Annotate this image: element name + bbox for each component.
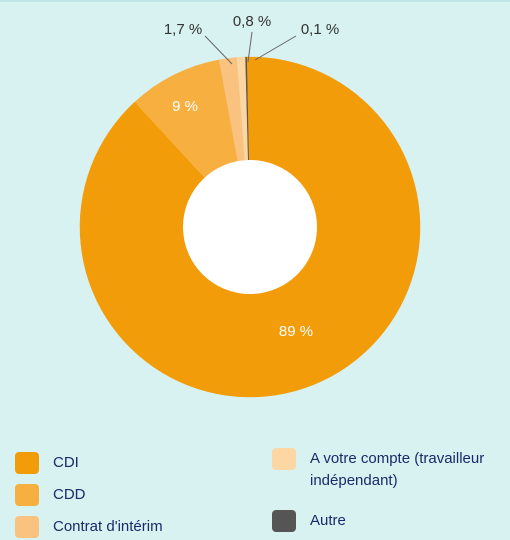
legend-item: Autre (272, 510, 490, 532)
chart: 89 % 9 % 1,7 % 0,8 % 0,1 % (79, 13, 421, 398)
data-label: 9 % (172, 98, 198, 115)
leader-line (204, 35, 233, 65)
legend-item: CDI (15, 452, 233, 474)
legend-swatch (15, 484, 39, 506)
legend-label: A votre compte (travailleur indépendant) (310, 450, 485, 489)
legend-swatch (272, 510, 296, 532)
legend-swatch (15, 452, 39, 474)
data-label: 89 % (279, 323, 313, 340)
legend-item: CDD (15, 484, 233, 506)
leader-line (254, 35, 297, 61)
donut-slice (245, 56, 249, 161)
leader-line (247, 31, 253, 63)
legend-label: Autre (310, 512, 346, 529)
legend-item: Contrat d'intérim (15, 516, 233, 538)
legend-swatch (272, 448, 296, 470)
data-label: 1,7 % (164, 21, 202, 38)
legend-label: Contrat d'intérim (53, 518, 163, 535)
legend-item: A votre compte (travailleur indépendant) (272, 448, 490, 492)
data-label: 0,1 % (301, 21, 339, 38)
data-label: 0,8 % (233, 13, 271, 30)
legend-label: CDD (53, 486, 86, 503)
legend-label: CDI (53, 454, 79, 471)
legend-swatch (15, 516, 39, 538)
donut-hole (183, 160, 317, 294)
